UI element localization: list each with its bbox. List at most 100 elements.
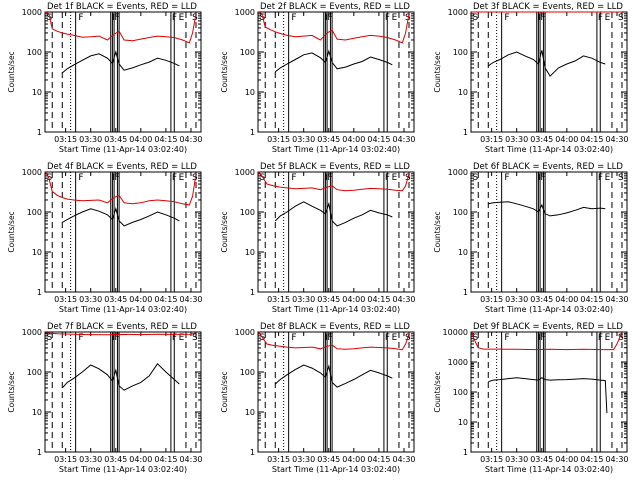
- x-tick-label: 04:15: [154, 295, 177, 304]
- x-tick-label: 04:30: [392, 295, 415, 304]
- y-axis-label: Counts/sec: [433, 211, 442, 252]
- y-axis-label: Counts/sec: [433, 371, 442, 412]
- x-tick-label: 03:15: [267, 295, 290, 304]
- x-tick-label: 03:45: [530, 135, 553, 144]
- marker-label: IF: [325, 333, 333, 343]
- chart-panel: Det 1f BLACK = Events, RED = LLD 1 10 100 10…: [7, 2, 203, 154]
- x-tick-label: 04:30: [179, 135, 202, 144]
- x-axis-label: Start Time (11-Apr-14 03:02:40): [59, 465, 187, 474]
- y-axis-label: Counts/sec: [220, 51, 229, 92]
- y-tick-label: 1: [463, 288, 468, 297]
- y-tick-label: 1: [250, 128, 255, 137]
- plot-frame: [257, 331, 415, 453]
- marker-label: IF: [538, 13, 546, 23]
- marker-label: F: [172, 173, 177, 183]
- marker-label: E: [605, 13, 611, 23]
- x-axis-label: Start Time (11-Apr-14 03:02:40): [59, 305, 187, 314]
- x-tick-label: 03:30: [292, 455, 315, 464]
- x-tick-label: 03:30: [505, 135, 528, 144]
- y-tick-label: 1000: [235, 8, 255, 17]
- y-tick-label: 1000: [22, 328, 42, 337]
- marker-label: IF: [325, 13, 333, 23]
- x-tick-label: 04:00: [129, 135, 152, 144]
- x-tick-label: 04:30: [179, 295, 202, 304]
- x-tick-label: 03:15: [480, 135, 503, 144]
- events-series-line: [488, 377, 608, 414]
- x-tick-label: 04:00: [555, 295, 578, 304]
- x-tick-label: 03:15: [267, 135, 290, 144]
- marker-label: F: [291, 13, 296, 23]
- x-tick-label: 03:15: [267, 455, 290, 464]
- x-tick-label: 03:30: [292, 295, 315, 304]
- lld-series-line: [258, 11, 410, 44]
- x-tick-label: 04:00: [342, 135, 365, 144]
- x-axis-label: Start Time (11-Apr-14 03:02:40): [485, 145, 613, 154]
- y-tick-label: 1: [463, 448, 468, 457]
- events-series-line: [488, 201, 606, 217]
- lld-series-line: [45, 332, 197, 336]
- x-tick-label: 03:45: [317, 295, 340, 304]
- marker-label: S: [618, 13, 624, 23]
- y-tick-label: 10: [245, 88, 255, 97]
- marker-label: E: [605, 173, 611, 183]
- y-tick-label: 1000: [448, 168, 468, 177]
- y-tick-label: 1000: [448, 8, 468, 17]
- marker-label: F: [598, 333, 603, 343]
- marker-label: F: [78, 173, 83, 183]
- x-tick-label: 03:15: [480, 295, 503, 304]
- x-tick-label: 04:15: [367, 455, 390, 464]
- marker-label: F: [598, 173, 603, 183]
- y-tick-label: 100: [27, 368, 42, 377]
- x-tick-label: 03:30: [79, 135, 102, 144]
- x-tick-label: 04:30: [605, 135, 628, 144]
- marker-label: S: [618, 173, 624, 183]
- y-axis-label: Counts/sec: [433, 51, 442, 92]
- x-tick-label: 03:30: [292, 135, 315, 144]
- lld-series-line: [258, 171, 410, 192]
- events-series-line: [62, 207, 180, 227]
- x-axis-label: Start Time (11-Apr-14 03:02:40): [272, 465, 400, 474]
- y-tick-label: 1000: [22, 168, 42, 177]
- marker-label: E: [392, 173, 398, 183]
- marker-label: S: [473, 333, 479, 343]
- marker-label: F: [504, 173, 509, 183]
- y-tick-label: 100: [240, 48, 255, 57]
- marker-label: E: [605, 333, 611, 343]
- y-tick-label: 1000: [448, 358, 468, 367]
- events-series-line: [274, 364, 393, 388]
- marker-label: IF: [538, 173, 546, 183]
- marker-label: E: [392, 13, 398, 23]
- x-tick-label: 03:15: [54, 135, 77, 144]
- lld-series-line: [258, 331, 410, 351]
- chart-title: Det 3f BLACK = Events, RED = LLD: [473, 2, 623, 12]
- y-tick-label: 10: [458, 418, 468, 427]
- x-tick-label: 04:00: [342, 455, 365, 464]
- x-tick-label: 04:30: [605, 295, 628, 304]
- chart-title: Det 9f BLACK = Events, RED = LLD: [473, 322, 623, 332]
- marker-label: F: [385, 173, 390, 183]
- marker-label: F: [291, 173, 296, 183]
- y-tick-label: 10000: [443, 328, 468, 337]
- y-axis-label: Counts/sec: [7, 211, 16, 252]
- chart-panel: Det 4f BLACK = Events, RED = LLD 1 10 100 10…: [7, 162, 203, 314]
- plot-frame: [470, 11, 628, 133]
- y-tick-label: 100: [27, 208, 42, 217]
- x-tick-label: 04:15: [580, 455, 603, 464]
- marker-label: IF: [112, 13, 120, 23]
- y-tick-label: 100: [453, 208, 468, 217]
- x-tick-label: 03:45: [104, 295, 127, 304]
- chart-panel: Det 3f BLACK = Events, RED = LLD 1 10 100 10…: [433, 2, 629, 154]
- x-tick-label: 03:30: [79, 455, 102, 464]
- x-tick-label: 04:00: [129, 455, 152, 464]
- x-tick-label: 04:00: [342, 295, 365, 304]
- y-tick-label: 1: [37, 128, 42, 137]
- y-tick-label: 100: [453, 48, 468, 57]
- chart-title: Det 6f BLACK = Events, RED = LLD: [473, 162, 623, 172]
- marker-label: F: [172, 333, 177, 343]
- y-tick-label: 1000: [22, 8, 42, 17]
- lld-series-line: [471, 331, 623, 351]
- y-tick-label: 100: [453, 388, 468, 397]
- y-tick-label: 1: [37, 288, 42, 297]
- events-series-line: [61, 50, 180, 74]
- chart-title: Det 8f BLACK = Events, RED = LLD: [260, 322, 410, 332]
